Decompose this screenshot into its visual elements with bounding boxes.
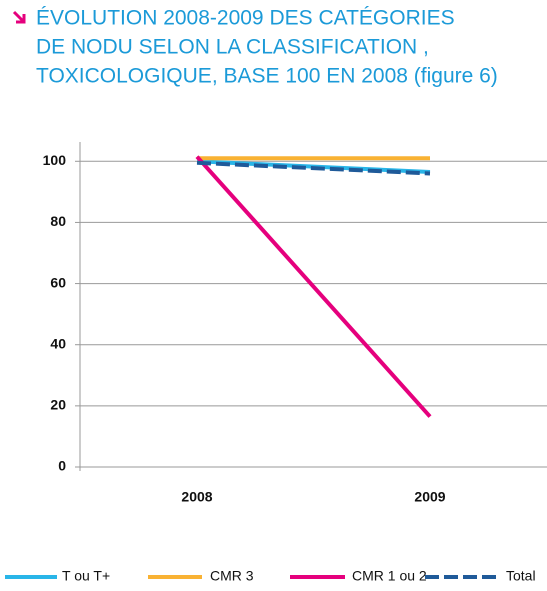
title-icon	[12, 10, 26, 24]
legend-label: Total	[506, 568, 536, 584]
y-tick-label: 100	[43, 152, 67, 168]
y-tick-label: 20	[50, 397, 66, 413]
y-tick-label: 80	[50, 213, 66, 229]
series-line	[195, 155, 432, 418]
y-tick-label: 0	[58, 458, 66, 474]
chart-title: DE NODU SELON LA CLASSIFICATION ,	[36, 36, 429, 59]
x-tick-label: 2009	[414, 489, 445, 505]
series-line	[196, 160, 431, 176]
y-tick-label: 60	[50, 274, 66, 290]
chart-title: TOXICOLOGIQUE, BASE 100 EN 2008 (figure …	[36, 65, 498, 88]
legend-label: CMR 1 ou 2	[352, 568, 427, 584]
chart-title: ÉVOLUTION 2008-2009 DES CATÉGORIES	[36, 7, 455, 30]
legend-label: T ou T+	[62, 568, 110, 584]
x-tick-label: 2008	[181, 489, 212, 505]
y-tick-label: 40	[50, 335, 66, 351]
legend-label: CMR 3	[210, 568, 254, 584]
